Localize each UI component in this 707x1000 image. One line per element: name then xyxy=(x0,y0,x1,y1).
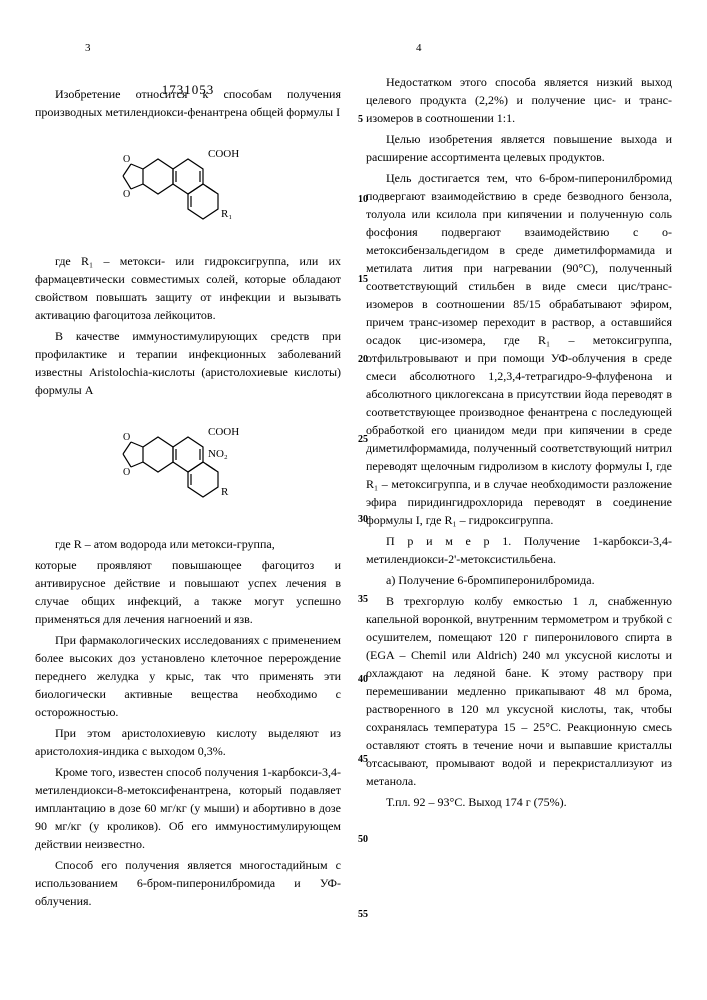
document-number: 1731053 xyxy=(162,80,215,100)
line-marker: 45 xyxy=(358,752,368,767)
line-numbers: 5 10 15 20 25 30 35 40 45 50 55 xyxy=(358,40,373,913)
chemical-structure-1: COOH R₁ O O xyxy=(35,129,341,244)
line-marker: 40 xyxy=(358,672,368,687)
line-marker: 5 xyxy=(358,112,363,127)
paragraph: где R₁ – метокси- или гидроксигруппа, ил… xyxy=(35,252,341,324)
paragraph: Т.пл. 92 – 93°С. Выход 174 г (75%). xyxy=(366,793,672,811)
line-marker: 20 xyxy=(358,352,368,367)
no2-label: NO₂ xyxy=(208,448,228,460)
o-label: O xyxy=(123,154,130,165)
line-marker: 10 xyxy=(358,192,368,207)
o-label: O xyxy=(123,189,130,200)
line-marker: 55 xyxy=(358,907,368,922)
page-number-left: 3 xyxy=(85,40,341,57)
paragraph: где R – атом водорода или метокси-группа… xyxy=(35,535,341,553)
paragraph: П р и м е р 1. Получение 1-карбокси-3,4-… xyxy=(366,532,672,568)
paragraph: которые проявляют повышающее фагоцитоз и… xyxy=(35,556,341,628)
paragraph: Целью изобретения является повышение вых… xyxy=(366,130,672,166)
paragraph: Кроме того, известен способ получения 1-… xyxy=(35,763,341,853)
o-label: O xyxy=(123,432,130,443)
line-marker: 50 xyxy=(358,832,368,847)
page-number-right: 4 xyxy=(416,40,672,57)
chemical-structure-2: COOH NO₂ R O O xyxy=(35,407,341,527)
cooh-label: COOH xyxy=(208,426,239,438)
line-marker: 25 xyxy=(358,432,368,447)
r1-label: R₁ xyxy=(221,208,232,220)
line-marker: 30 xyxy=(358,512,368,527)
cooh-label: COOH xyxy=(208,148,239,160)
paragraph: Недостатком этого способа является низки… xyxy=(366,73,672,127)
left-column: 3 1731053 Изобретение относится к способ… xyxy=(35,40,341,913)
paragraph: В качестве иммуностимулирующих средств п… xyxy=(35,327,341,399)
paragraph: В трехгорлую колбу емкостью 1 л, снабжен… xyxy=(366,592,672,790)
r-label: R xyxy=(221,486,229,498)
line-marker: 35 xyxy=(358,592,368,607)
paragraph: При фармакологических исследованиях с пр… xyxy=(35,631,341,721)
paragraph: При этом аристолохиевую кислоту выделяют… xyxy=(35,724,341,760)
o-label: O xyxy=(123,467,130,478)
paragraph: Цель достигается тем, что 6-бром-пиперон… xyxy=(366,169,672,529)
right-column: 5 10 15 20 25 30 35 40 45 50 55 4 Недост… xyxy=(366,40,672,913)
paragraph: Способ его получения является многостади… xyxy=(35,856,341,910)
line-marker: 15 xyxy=(358,272,368,287)
document-page: 3 1731053 Изобретение относится к способ… xyxy=(0,0,707,933)
paragraph: а) Получение 6-бромпиперонилбромида. xyxy=(366,571,672,589)
